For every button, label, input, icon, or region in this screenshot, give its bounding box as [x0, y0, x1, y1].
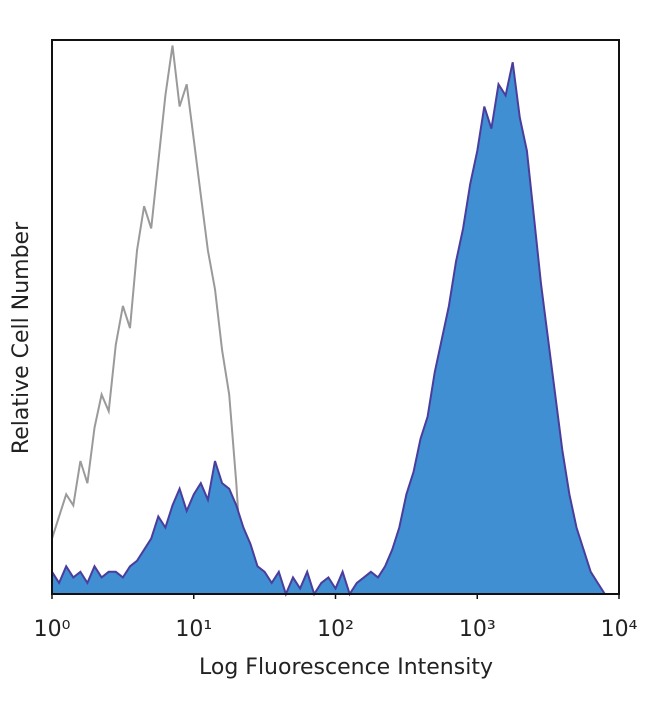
histogram-fill: [52, 62, 605, 594]
x-tick-label: 10³: [459, 617, 496, 642]
histogram-outline: [51, 61, 606, 597]
x-tick-label: 10²: [317, 617, 354, 642]
x-tick-label: 10⁰: [34, 617, 71, 642]
x-axis-label: Log Fluorescence Intensity: [199, 655, 493, 680]
y-axis-label: Relative Cell Number: [9, 221, 34, 454]
x-tick-label: 10¹: [175, 617, 212, 642]
x-tick-label: 10⁴: [601, 617, 638, 642]
histogram-outline: [51, 45, 245, 595]
